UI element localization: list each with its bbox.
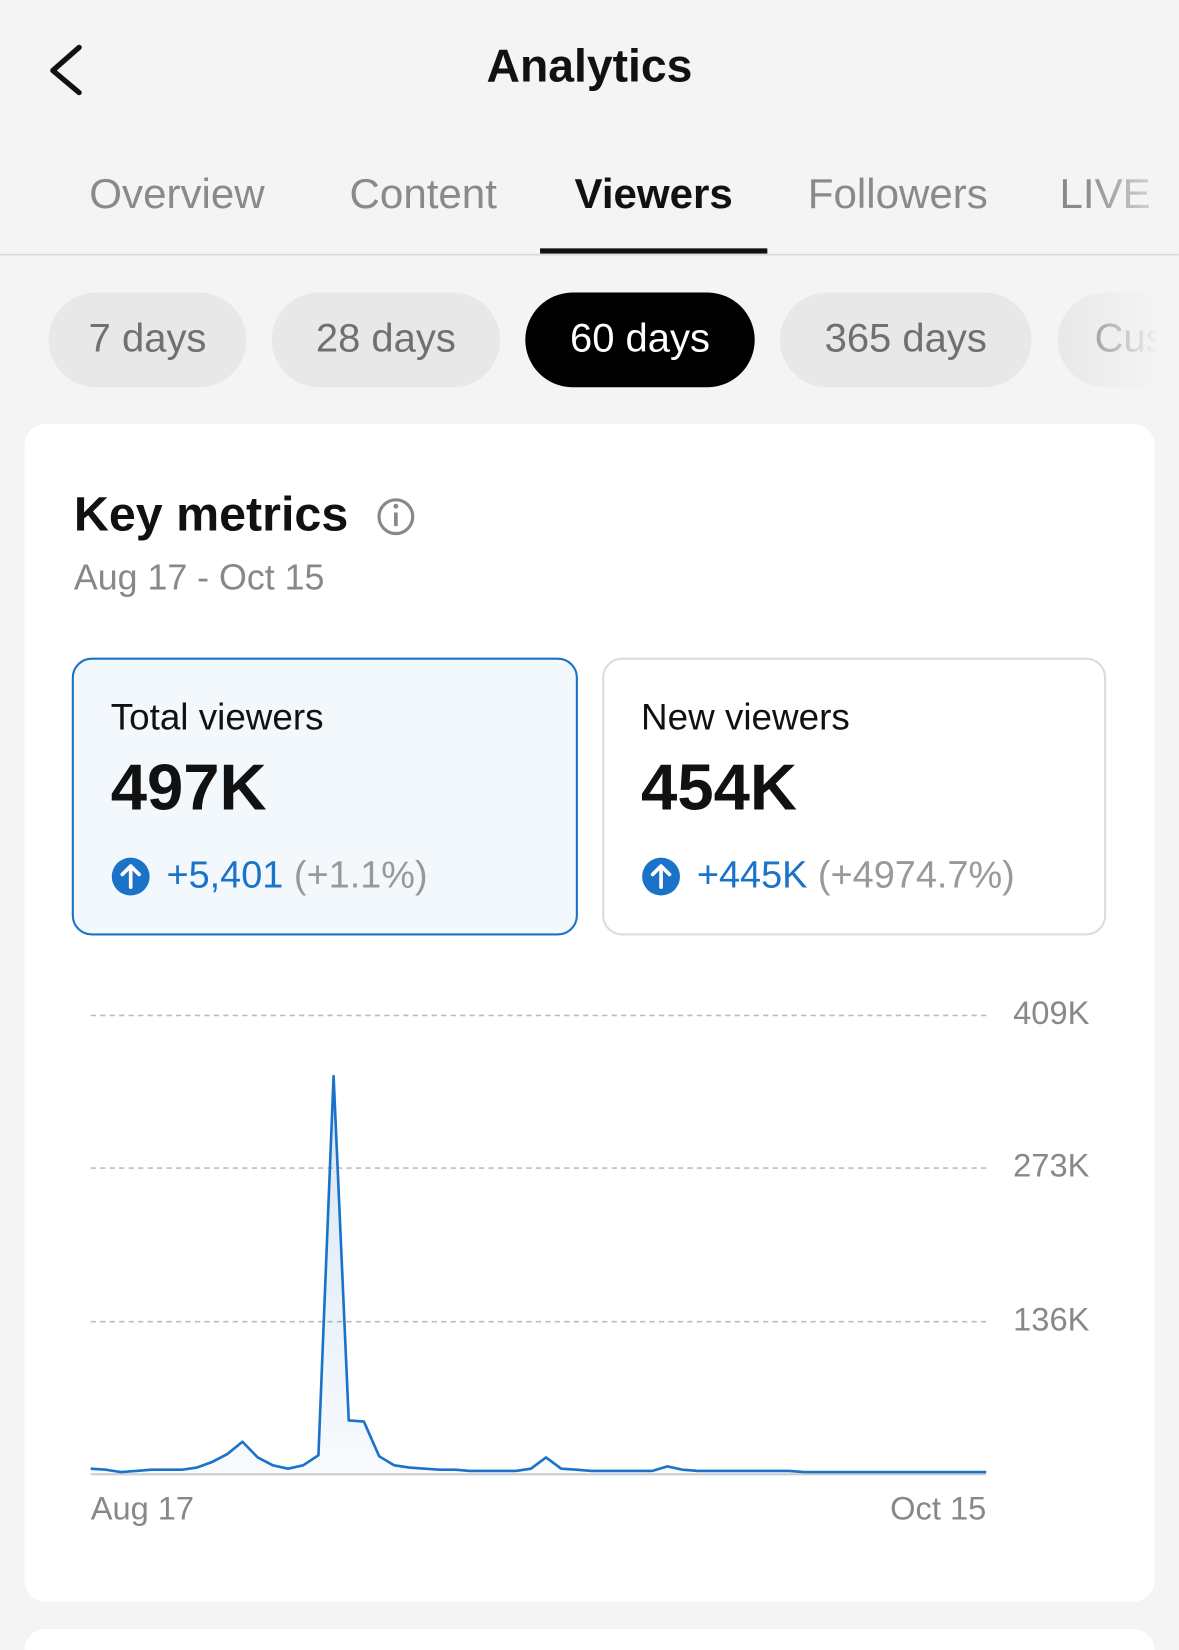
period-label[interactable]: 60 days [570,317,710,361]
tab[interactable]: Overview [89,170,265,217]
y-tick-label: 136K [1013,1300,1089,1337]
metric-value: 497K [111,751,267,824]
x-tick-label: Oct 15 [890,1490,986,1527]
change-abs: +5,401 [166,855,283,897]
y-tick-label: 409K [1013,994,1089,1031]
metric-label: Total viewers [111,697,324,738]
period-label[interactable]: 7 days [89,317,207,361]
info-icon[interactable] [377,498,415,536]
metrics: Total viewers 497K +5,401 (+1.1%) New viewer… [71,657,1107,936]
metric-value: 454K [641,751,797,824]
card-title: Key metrics [74,488,348,542]
date-range: Aug 17 - Oct 15 [74,557,325,597]
change-abs: +445K [697,855,808,897]
tab-indicator [540,248,768,254]
tab[interactable]: Content [350,170,498,217]
change-pct: (+4974.7%) [818,855,1015,897]
up-arrow [650,864,672,889]
line [90,1074,987,1474]
card [24,1628,1155,1650]
metric-label: New viewers [641,697,850,738]
up-arrow [120,864,141,889]
info-dot [393,503,399,509]
metric-box[interactable] [602,657,1107,936]
page-title: Analytics [487,40,693,92]
tab[interactable]: Followers [808,170,988,217]
x-tick-label: Aug 17 [91,1490,194,1527]
period-pill[interactable] [271,292,501,388]
chart: 136K 273K 409K Aug 17 Oct 15 [90,994,1090,1527]
period-pill[interactable] [779,292,1032,388]
change-pct: (+1.1%) [294,855,428,897]
period-pill[interactable] [525,292,755,388]
info-circle[interactable] [377,498,415,536]
y-tick-label: 273K [1013,1147,1089,1184]
metric-change: +445K (+4974.7%) [697,855,1015,897]
period-label[interactable]: 28 days [316,317,456,361]
period-label[interactable]: 365 days [825,317,987,361]
back-button[interactable] [50,44,82,96]
card [24,424,1155,1602]
tab[interactable]: Viewers [575,170,733,217]
period-pill[interactable] [48,292,247,388]
metric-change: +5,401 (+1.1%) [166,855,427,897]
fade [1052,289,1155,391]
fade [1084,136,1179,253]
metric-box[interactable] [71,657,578,936]
